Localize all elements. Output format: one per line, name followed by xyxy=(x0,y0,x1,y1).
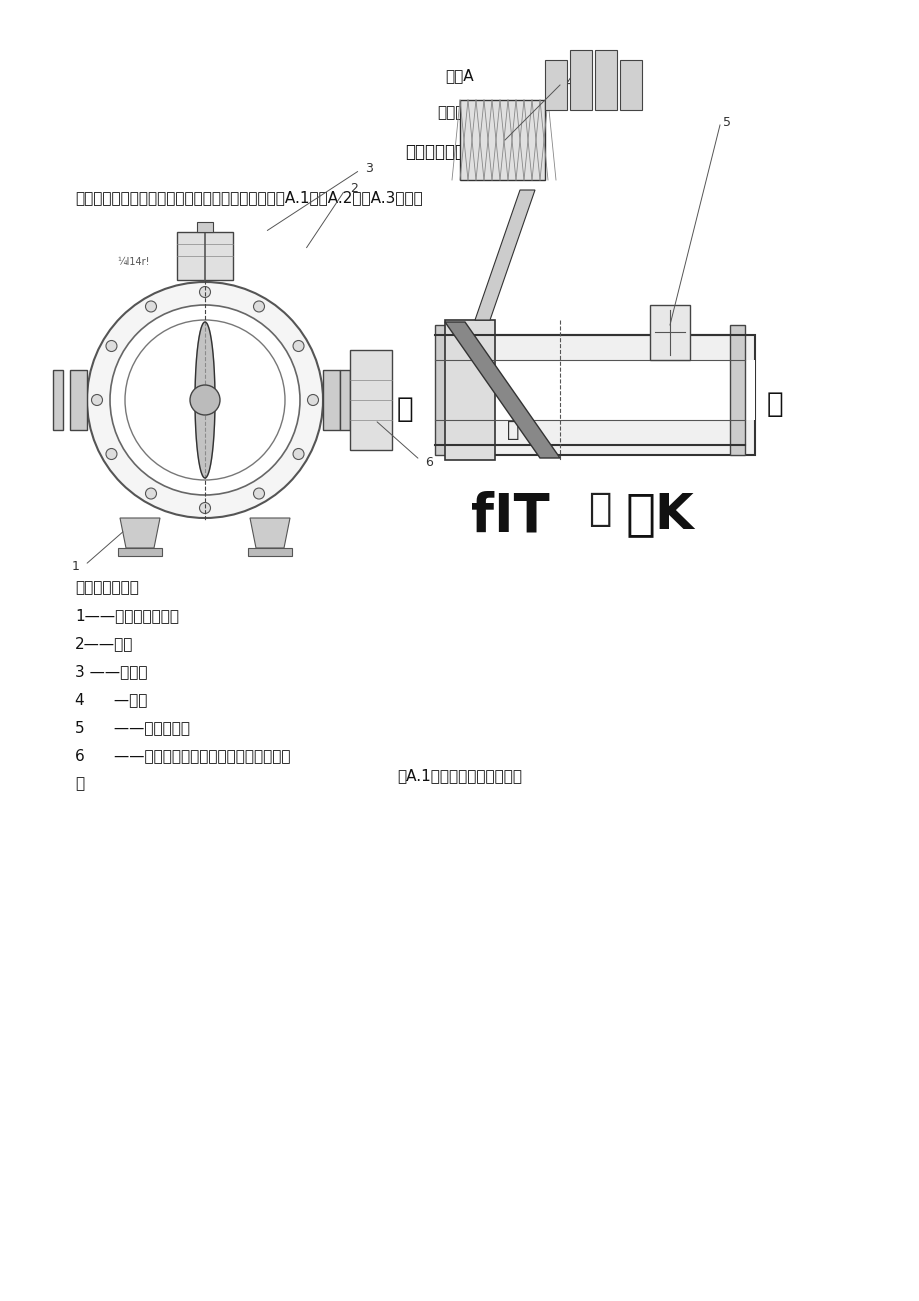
Text: （资料性）: （资料性） xyxy=(437,105,482,120)
Text: 2——油缸: 2——油缸 xyxy=(75,636,133,650)
Bar xyxy=(619,60,641,111)
Polygon shape xyxy=(195,323,215,477)
Text: 1——蝶阀及重锤机构: 1——蝶阀及重锤机构 xyxy=(75,608,179,623)
Circle shape xyxy=(199,286,210,298)
Text: 图A.1典型结构（一）示意图: 图A.1典型结构（一）示意图 xyxy=(397,768,522,783)
Bar xyxy=(323,369,340,431)
Text: 5: 5 xyxy=(722,117,731,130)
Text: 4      —列管: 4 —列管 xyxy=(75,692,147,706)
Circle shape xyxy=(145,488,156,500)
Polygon shape xyxy=(474,190,535,320)
Text: fIT: fIT xyxy=(471,490,549,543)
Text: 〃: 〃 xyxy=(587,490,611,528)
Bar xyxy=(445,360,754,420)
Text: 2: 2 xyxy=(349,182,357,195)
Text: 泵: 泵 xyxy=(75,775,84,791)
Circle shape xyxy=(106,341,117,351)
Polygon shape xyxy=(250,518,289,548)
Bar xyxy=(70,369,87,431)
Text: 6      ——油路系统及手动油泵或携带式电动油: 6 ——油路系统及手动油泵或携带式电动油 xyxy=(75,748,290,762)
Text: 一: 一 xyxy=(396,396,413,423)
Bar xyxy=(248,548,291,556)
Circle shape xyxy=(199,502,210,514)
Text: 标引序号说明：: 标引序号说明： xyxy=(75,580,139,595)
Text: 3 ——储油罐: 3 ——储油罐 xyxy=(75,664,147,679)
Text: 磲K: 磲K xyxy=(625,490,694,539)
Circle shape xyxy=(106,449,117,459)
Text: 城镇给排水用爆管保护紧急关断阀典型结构型式如图A.1、图A.2、图A.3所示。: 城镇给排水用爆管保护紧急关断阀典型结构型式如图A.1、图A.2、图A.3所示。 xyxy=(75,190,423,206)
Bar xyxy=(445,334,754,455)
Text: 1: 1 xyxy=(72,561,80,574)
Text: 紧急关断阀典型结构型式: 紧急关断阀典型结构型式 xyxy=(404,143,515,161)
Text: 附录A: 附录A xyxy=(445,68,474,83)
Circle shape xyxy=(91,394,102,406)
Polygon shape xyxy=(445,323,560,458)
Bar xyxy=(445,320,494,461)
Bar xyxy=(197,222,213,232)
Circle shape xyxy=(145,301,156,312)
Circle shape xyxy=(307,394,318,406)
Circle shape xyxy=(293,341,303,351)
Bar xyxy=(595,49,617,111)
Bar xyxy=(435,325,449,455)
Bar xyxy=(570,49,591,111)
Text: 橺T: 橺T xyxy=(506,420,533,440)
Bar xyxy=(729,325,744,455)
Bar xyxy=(460,100,544,180)
Bar xyxy=(650,304,689,360)
Circle shape xyxy=(254,488,265,500)
Polygon shape xyxy=(119,518,160,548)
Text: ¼I14r!: ¼I14r! xyxy=(117,258,150,267)
Bar xyxy=(340,369,349,431)
Text: 3: 3 xyxy=(365,161,372,174)
Circle shape xyxy=(110,304,300,494)
Bar xyxy=(118,548,162,556)
Bar xyxy=(176,232,233,280)
Bar xyxy=(349,350,391,450)
Circle shape xyxy=(190,385,220,415)
Text: 三: 三 xyxy=(766,390,782,418)
Circle shape xyxy=(293,449,303,459)
Bar xyxy=(544,60,566,111)
Circle shape xyxy=(254,301,265,312)
Text: 5      ——流速感测器: 5 ——流速感测器 xyxy=(75,719,190,735)
Circle shape xyxy=(87,282,323,518)
Text: 6: 6 xyxy=(425,455,433,468)
Text: 4: 4 xyxy=(564,75,573,88)
Bar xyxy=(53,369,62,431)
Circle shape xyxy=(125,320,285,480)
